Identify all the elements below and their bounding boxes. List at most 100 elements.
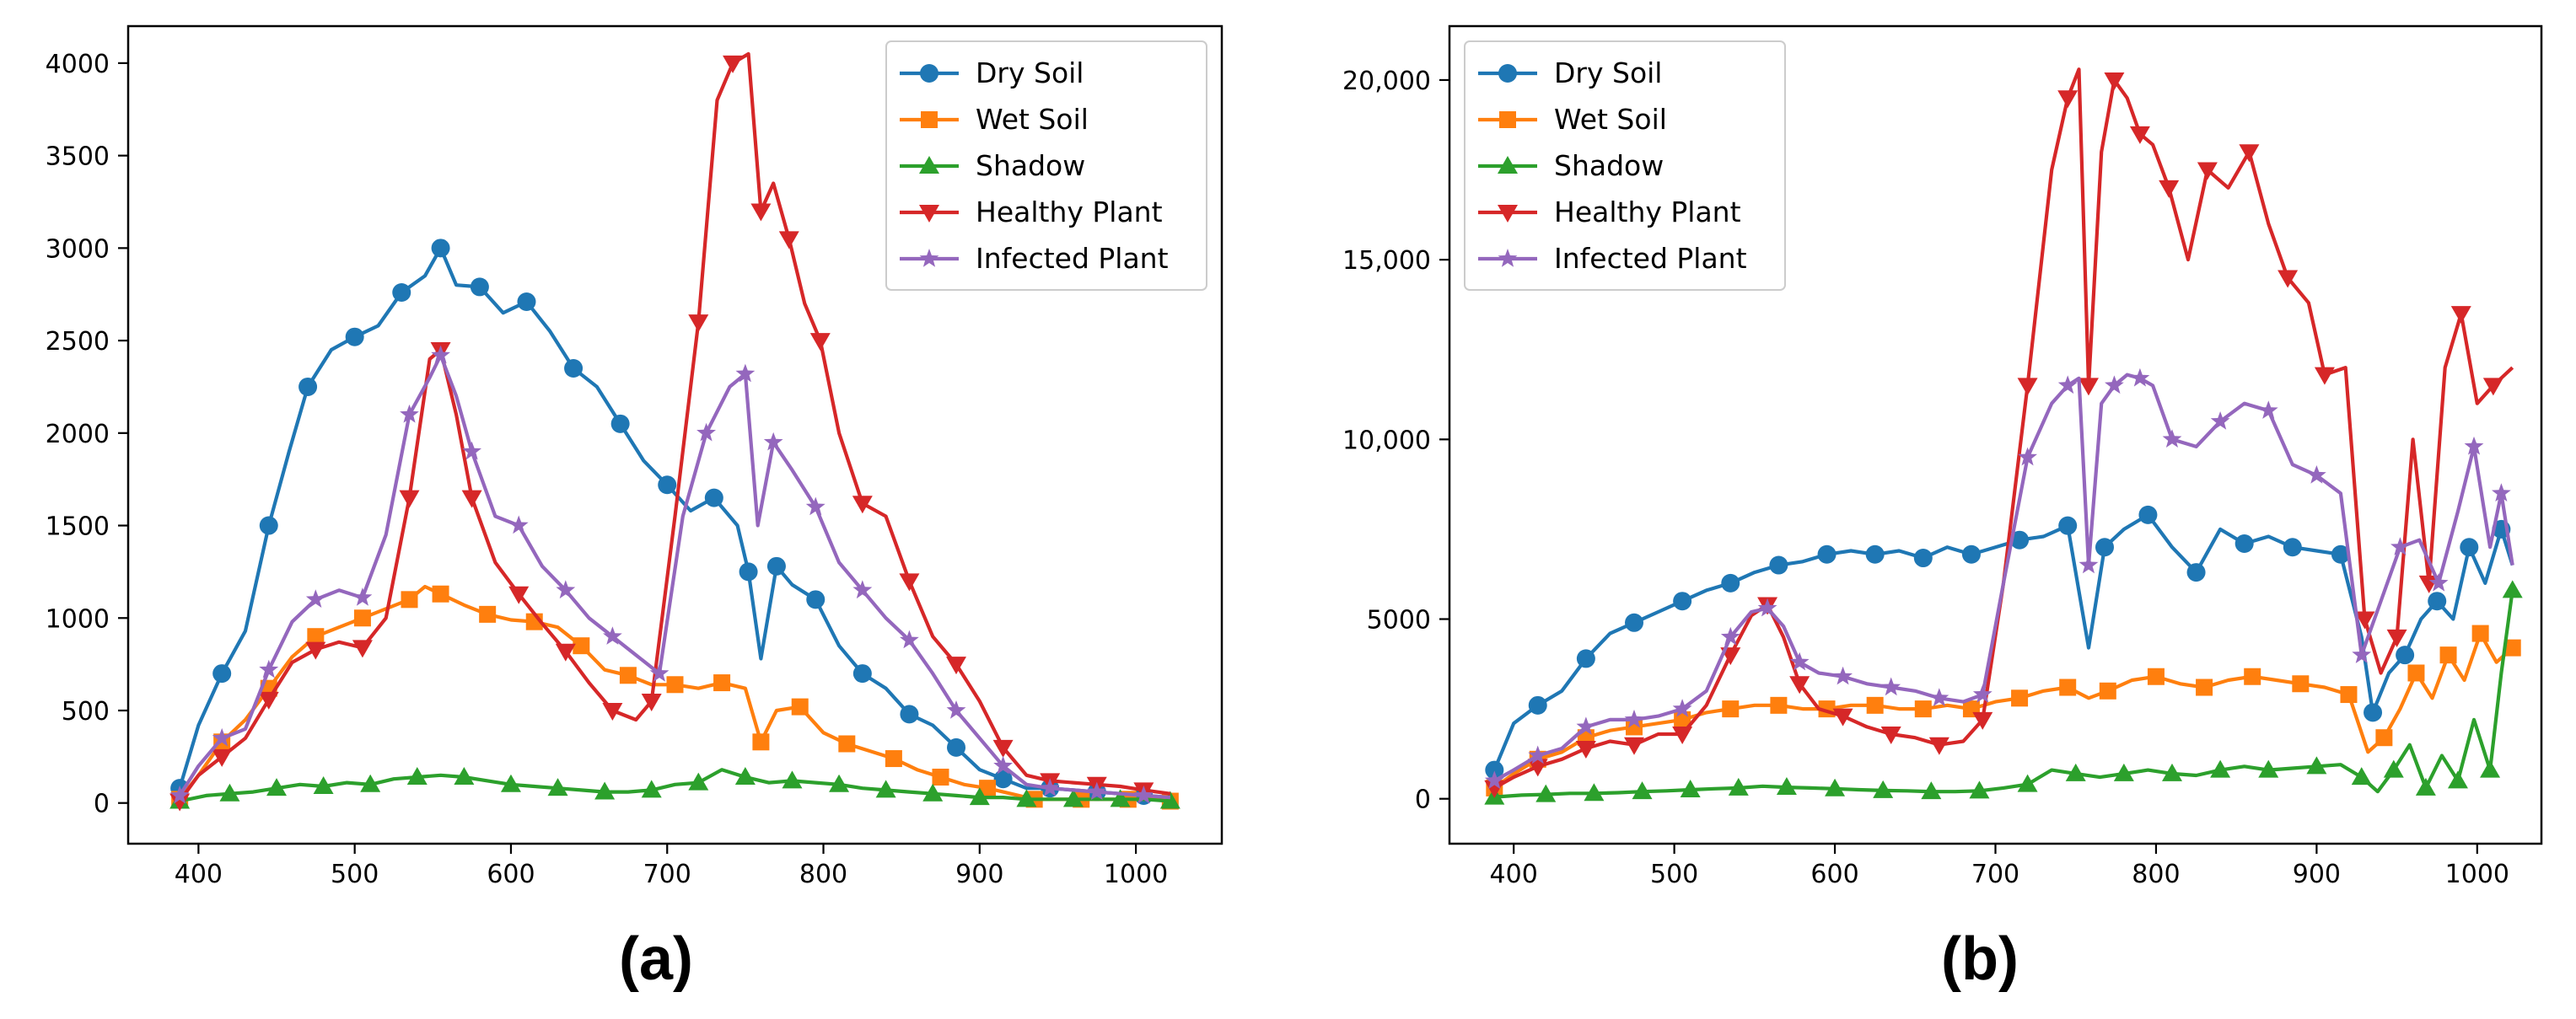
legend-entry: Healthy Plant — [1478, 196, 1741, 228]
data-point — [2058, 516, 2078, 535]
series-line — [178, 353, 1171, 800]
y-tick-label: 0 — [1415, 786, 1431, 815]
data-point — [2244, 668, 2261, 685]
data-point — [875, 780, 896, 798]
data-point — [1825, 778, 1846, 796]
data-point — [2210, 411, 2230, 430]
series-line — [1493, 373, 2514, 783]
data-point — [1969, 780, 1990, 799]
data-point — [1087, 781, 1107, 801]
data-point — [2375, 729, 2393, 747]
data-point — [932, 768, 949, 786]
data-point — [2450, 306, 2471, 324]
data-point — [2095, 538, 2114, 557]
data-point — [1833, 666, 1853, 685]
legend-label: Wet Soil — [976, 103, 1089, 136]
x-tick-label: 900 — [955, 860, 1003, 889]
data-point — [307, 628, 325, 646]
data-point — [2057, 375, 2078, 394]
data-point — [713, 674, 731, 692]
legend: Dry Soil Wet Soil Shadow Healthy Plant Infec… — [885, 40, 1207, 291]
data-point — [1728, 777, 1749, 796]
y-tick-label: 1000 — [46, 604, 110, 634]
data-point — [1972, 711, 1993, 730]
data-point — [649, 663, 670, 682]
data-point — [2283, 538, 2302, 557]
data-point — [1672, 726, 1693, 744]
data-point — [2138, 505, 2158, 524]
data-point — [1972, 684, 1993, 703]
data-point — [2186, 563, 2206, 582]
x-tick-label: 500 — [331, 860, 379, 889]
series-line — [1493, 67, 2514, 790]
data-point — [899, 573, 920, 592]
data-point — [2364, 703, 2383, 722]
x-tick-label: 700 — [1971, 860, 2019, 889]
legend-label: Wet Soil — [1554, 103, 1667, 136]
data-point — [947, 737, 966, 757]
data-point — [2018, 447, 2037, 466]
data-point — [1961, 544, 1981, 564]
data-point — [212, 748, 233, 767]
data-point — [852, 580, 873, 599]
data-point — [1528, 695, 1547, 715]
x-tick-label: 600 — [487, 860, 535, 889]
x-tick-label: 500 — [1650, 860, 1698, 889]
data-point — [688, 772, 709, 791]
legend-entry: Dry Soil — [1478, 56, 1662, 89]
data-point — [1720, 626, 1740, 646]
data-point — [2113, 763, 2134, 781]
legend-box — [1464, 40, 1786, 291]
legend-label: Shadow — [976, 149, 1085, 182]
data-point — [2331, 544, 2350, 564]
data-point — [666, 676, 684, 694]
data-point — [212, 664, 232, 684]
data-point — [696, 422, 716, 442]
panel-label-a: (a) — [619, 925, 693, 993]
data-point — [603, 626, 622, 645]
x-tick-label: 700 — [643, 860, 691, 889]
x-tick-label: 800 — [799, 860, 847, 889]
data-point — [838, 735, 856, 753]
data-point — [2306, 756, 2327, 775]
legend-marker — [919, 249, 939, 267]
data-point — [169, 785, 190, 804]
data-point — [2057, 90, 2079, 109]
legend-marker — [1499, 111, 1516, 128]
data-point — [2292, 675, 2310, 693]
data-point — [517, 292, 536, 311]
data-point — [2464, 436, 2484, 455]
data-point — [1722, 700, 1740, 718]
x-tick-label: 900 — [2293, 860, 2341, 889]
data-point — [1624, 709, 1644, 728]
data-point — [2078, 378, 2099, 396]
y-tick-label: 10,000 — [1342, 426, 1431, 455]
data-point — [454, 766, 475, 785]
legend-entry: Wet Soil — [900, 103, 1089, 136]
data-point — [1880, 726, 1901, 744]
legend-entry: Dry Soil — [900, 56, 1084, 89]
data-point — [2197, 162, 2218, 180]
data-point — [2354, 611, 2375, 630]
data-point — [2352, 645, 2372, 663]
data-point — [2351, 767, 2372, 786]
data-point — [2278, 270, 2299, 288]
data-point — [2502, 580, 2523, 598]
data-point — [298, 377, 318, 396]
data-point — [1776, 777, 1797, 796]
legend-entry: Infected Plant — [900, 242, 1169, 275]
legend-entry: Infected Plant — [1478, 242, 1747, 275]
data-point — [1576, 649, 1595, 668]
data-point — [782, 770, 803, 789]
data-point — [1865, 544, 1885, 564]
data-point — [778, 231, 799, 249]
data-point — [619, 667, 637, 684]
x-tick-label: 800 — [2132, 860, 2180, 889]
data-point — [2482, 378, 2503, 396]
data-point — [1914, 700, 1932, 718]
data-point — [1757, 598, 1777, 617]
data-point — [352, 640, 373, 658]
data-point — [900, 705, 919, 724]
data-point — [2428, 572, 2449, 592]
data-point — [805, 496, 826, 516]
